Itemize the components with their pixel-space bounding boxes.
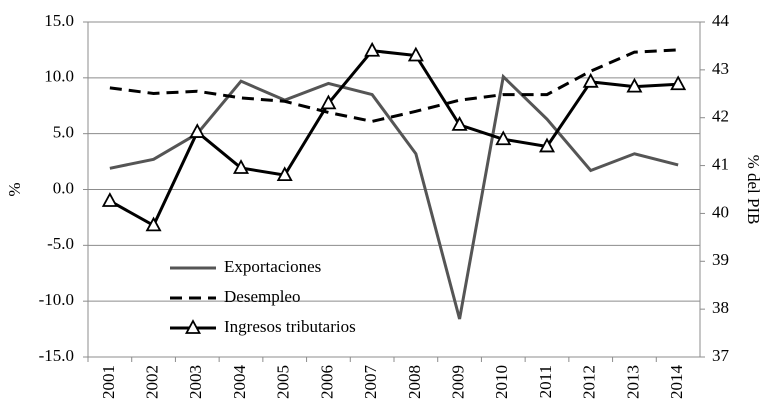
- legend-marker: [184, 319, 202, 334]
- marker: [145, 216, 162, 232]
- y2-tick-label: 37: [712, 346, 730, 365]
- marker: [407, 46, 424, 62]
- y2-tick-label: 40: [712, 202, 729, 221]
- marker: [189, 123, 206, 138]
- marker: [320, 94, 337, 110]
- y-tick-label: -5.0: [47, 234, 74, 253]
- x-tick-label: 2002: [142, 365, 161, 399]
- y-tick-label: -15.0: [39, 346, 74, 365]
- marker: [670, 75, 687, 91]
- y2-tick-label: 43: [712, 59, 729, 78]
- x-tick-label: 2010: [492, 365, 511, 399]
- y2-tick-label: 41: [712, 154, 729, 173]
- x-tick-label: 2009: [448, 365, 467, 399]
- x-tick-label: 2008: [405, 365, 424, 399]
- marker: [232, 159, 250, 174]
- series-line: [109, 49, 679, 228]
- y-tick-label: 15.0: [44, 11, 74, 30]
- x-tick-label: 2006: [317, 365, 336, 399]
- x-tick-label: 2005: [274, 365, 293, 399]
- marker: [364, 41, 381, 57]
- y-tick-label: 10.0: [44, 67, 74, 86]
- x-tick-label: 2003: [186, 365, 205, 399]
- marker: [276, 166, 293, 182]
- marker: [101, 192, 118, 207]
- series-line: [109, 73, 679, 320]
- legend-label: Desempleo: [224, 287, 300, 306]
- legend-label: Ingresos tributarios: [224, 317, 356, 336]
- x-tick-label: 2001: [99, 365, 118, 399]
- x-tick-label: 2007: [361, 365, 380, 400]
- x-tick-label: 2011: [536, 365, 555, 398]
- marker: [626, 77, 643, 93]
- x-tick-label: 2004: [230, 365, 249, 400]
- x-tick-label: 2013: [623, 365, 642, 399]
- y-tick-label: -10.0: [39, 290, 74, 309]
- marker: [538, 137, 556, 153]
- marker: [451, 116, 468, 131]
- legend-label: Exportaciones: [224, 257, 321, 276]
- y2-tick-label: 42: [712, 107, 729, 126]
- x-tick-label: 2012: [580, 365, 599, 399]
- y-axis-label: %: [5, 182, 24, 196]
- x-tick-label: 2014: [667, 365, 686, 400]
- series-line: [109, 48, 679, 123]
- marker: [582, 72, 599, 88]
- y2-tick-label: 38: [712, 298, 729, 317]
- y2-tick-label: 44: [712, 11, 730, 30]
- y2-tick-label: 39: [712, 250, 729, 269]
- y2-axis-label: % del PIB: [744, 155, 763, 225]
- y-tick-label: 5.0: [53, 123, 74, 142]
- marker: [495, 130, 512, 146]
- y-tick-label: 0.0: [53, 178, 74, 197]
